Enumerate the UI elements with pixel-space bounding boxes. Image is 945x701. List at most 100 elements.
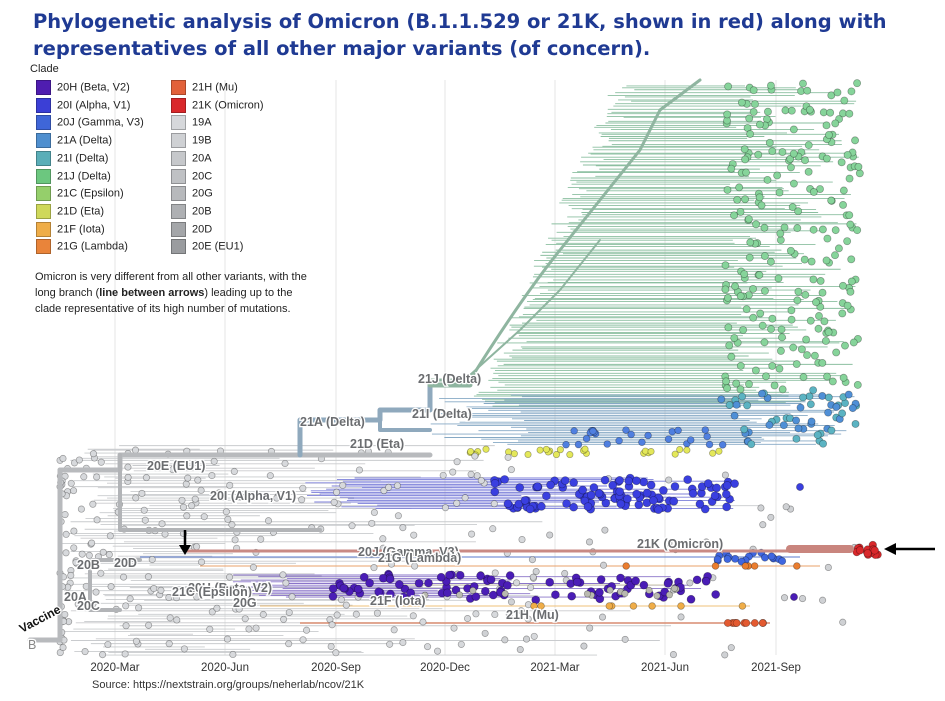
annotation-note: Omicron is very different from all other…: [35, 269, 320, 317]
tip-node: [736, 207, 745, 216]
tip-node: [749, 108, 758, 116]
tip-node: [779, 421, 788, 430]
tip-node: [843, 301, 852, 310]
legend-item: 20B: [171, 203, 212, 219]
tip-node: [142, 474, 150, 482]
tip-node: [77, 505, 85, 513]
legend-label: 20H (Beta, V2): [57, 81, 130, 94]
tip-node: [339, 583, 349, 593]
tip-node: [525, 504, 535, 514]
tip-node: [792, 416, 801, 425]
tip-node: [373, 609, 381, 617]
tip-node: [62, 549, 70, 557]
tip-node: [801, 156, 809, 165]
tip-node: [745, 114, 754, 123]
tip-node: [722, 377, 730, 386]
tip-node: [730, 334, 739, 342]
tip-node: [461, 494, 469, 502]
tip-node: [818, 359, 827, 367]
tip-node: [773, 171, 782, 180]
tip-node: [824, 408, 833, 417]
tip-node: [794, 287, 803, 296]
tip-node: [768, 314, 777, 323]
tip-node: [180, 645, 188, 653]
legend-swatch: [36, 221, 51, 237]
tip-node: [99, 548, 107, 556]
legend-swatch: [36, 80, 51, 95]
tip-node: [653, 592, 661, 600]
tip-node: [825, 131, 833, 139]
tip-node: [231, 536, 239, 544]
tip-node: [379, 535, 387, 543]
tip-node: [812, 298, 820, 307]
clade-label: 20D: [114, 556, 137, 570]
legend-item: 21F (Iota): [36, 221, 105, 237]
tip-node: [235, 605, 243, 613]
tip-node: [365, 578, 374, 588]
tip-node: [797, 345, 806, 354]
tip-node: [481, 629, 489, 637]
tip-node: [288, 593, 296, 601]
tip-node: [598, 613, 607, 621]
tip-node: [348, 522, 356, 530]
tip-node: [424, 578, 433, 588]
tip-node: [89, 500, 97, 508]
tip-node: [285, 608, 293, 617]
tip-node: [721, 285, 730, 294]
tip-node: [562, 499, 571, 509]
tip-node: [505, 571, 515, 580]
tip-node: [570, 427, 578, 435]
tip-node: [670, 584, 678, 593]
tip-node: [453, 458, 461, 466]
tip-node: [639, 580, 649, 590]
tip-node: [105, 551, 113, 559]
tip-node: [713, 555, 722, 564]
legend-item: 21C (Epsilon): [36, 186, 124, 202]
tip-node: [715, 447, 723, 455]
tip-node: [230, 467, 238, 476]
tip-node: [229, 650, 237, 659]
tip-node: [799, 393, 808, 402]
tip-node: [669, 651, 677, 659]
tip-node: [755, 120, 764, 129]
tip-node: [854, 162, 863, 171]
tip-node: [721, 651, 729, 659]
tip-node: [823, 234, 832, 243]
tip-node: [821, 336, 830, 345]
legend-item: 19B: [171, 133, 212, 149]
tip-node: [818, 392, 827, 400]
tip-node: [806, 400, 815, 409]
tip-node: [62, 530, 70, 538]
tip-node: [165, 593, 173, 602]
tip-node: [353, 584, 363, 594]
tip-node: [844, 390, 853, 399]
tip-node: [61, 511, 69, 519]
tip-node: [730, 211, 739, 220]
tip-node: [809, 188, 818, 196]
tip-node: [567, 591, 577, 601]
tip-node: [839, 618, 847, 626]
tip-node: [722, 481, 732, 490]
tip-node: [489, 525, 497, 533]
tip-node: [837, 158, 846, 167]
tip-node: [747, 440, 756, 449]
tip-node: [816, 302, 825, 311]
tip-node: [819, 596, 827, 604]
legend-swatch: [36, 203, 51, 219]
tip-node: [809, 386, 818, 395]
tip-node: [710, 491, 720, 501]
tip-node: [206, 625, 214, 633]
clade-label: 20J (Gamma, V3): [358, 545, 459, 559]
tip-node: [700, 504, 710, 514]
tip-node: [491, 569, 499, 577]
tip-node: [789, 125, 798, 134]
tip-node: [749, 86, 758, 95]
tip-node: [537, 602, 545, 610]
tip-node: [400, 584, 410, 594]
tip-node: [359, 572, 369, 582]
clade-label: 20B: [77, 558, 100, 572]
tip-node: [471, 452, 479, 460]
tip-node: [507, 598, 515, 606]
tip-node: [194, 476, 202, 484]
tip-node: [732, 619, 741, 627]
